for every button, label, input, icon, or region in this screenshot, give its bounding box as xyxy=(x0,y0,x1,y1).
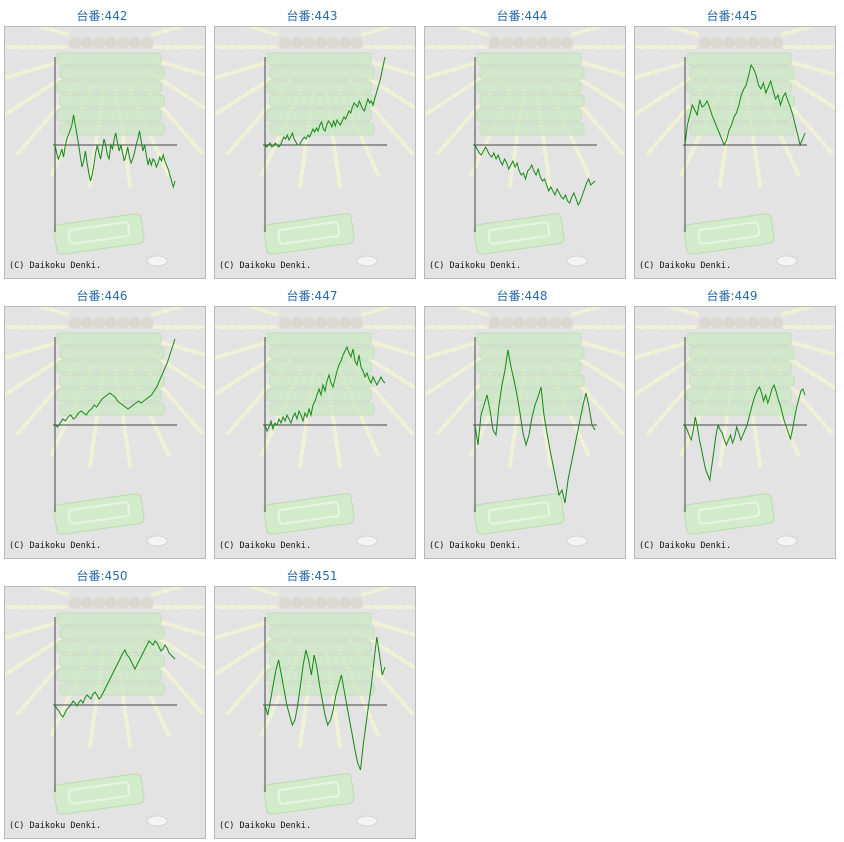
machine-card: 台番:449 (C) Daikoku Denki. xyxy=(630,284,836,559)
copyright-text: (C) Daikoku Denki. xyxy=(639,261,732,271)
slump-graph xyxy=(5,27,205,267)
machine-graph-panel[interactable]: (C) Daikoku Denki. xyxy=(4,306,206,559)
machine-card: 台番:444 (C) Daikoku Denki. xyxy=(420,4,626,279)
graph-line xyxy=(264,345,386,433)
copyright-text: (C) Daikoku Denki. xyxy=(429,541,522,551)
graph-line xyxy=(54,640,176,718)
machine-number-link[interactable]: 台番:451 xyxy=(286,569,338,583)
background-decoration xyxy=(425,27,625,267)
machine-number-link[interactable]: 台番:446 xyxy=(76,289,128,303)
slump-graph xyxy=(635,27,835,267)
graph-line xyxy=(684,63,806,147)
slump-graph xyxy=(425,27,625,267)
machine-card: 台番:448 (C) Daikoku Denki. xyxy=(420,284,626,559)
machine-graph-panel[interactable]: (C) Daikoku Denki. xyxy=(634,26,836,279)
machine-number-link[interactable]: 台番:445 xyxy=(706,9,758,23)
background-decoration xyxy=(215,587,415,827)
slump-graph xyxy=(5,307,205,547)
copyright-text: (C) Daikoku Denki. xyxy=(219,541,312,551)
slump-graph xyxy=(425,307,625,547)
machine-graph-panel[interactable]: (C) Daikoku Denki. xyxy=(424,306,626,559)
graph-line xyxy=(474,349,596,504)
slump-graph xyxy=(215,587,415,827)
machine-number-link[interactable]: 台番:442 xyxy=(76,9,128,23)
machine-graph-panel[interactable]: (C) Daikoku Denki. xyxy=(424,26,626,279)
machine-graph-panel[interactable]: (C) Daikoku Denki. xyxy=(214,586,416,839)
slump-graph xyxy=(635,307,835,547)
copyright-text: (C) Daikoku Denki. xyxy=(9,821,102,831)
graph-line xyxy=(264,636,386,771)
copyright-text: (C) Daikoku Denki. xyxy=(429,261,522,271)
machine-number-link[interactable]: 台番:449 xyxy=(706,289,758,303)
slump-graph xyxy=(5,587,205,827)
background-decoration xyxy=(5,587,205,827)
copyright-text: (C) Daikoku Denki. xyxy=(639,541,732,551)
machine-card: 台番:447 (C) Daikoku Denki. xyxy=(210,284,416,559)
graph-line xyxy=(264,56,386,148)
background-decoration xyxy=(5,307,205,547)
machine-graph-panel[interactable]: (C) Daikoku Denki. xyxy=(4,586,206,839)
graph-line xyxy=(54,338,176,428)
graph-line xyxy=(684,383,806,482)
background-decoration xyxy=(635,27,835,267)
copyright-text: (C) Daikoku Denki. xyxy=(9,541,102,551)
graph-line xyxy=(474,144,596,207)
slump-graph xyxy=(215,307,415,547)
machine-number-link[interactable]: 台番:443 xyxy=(286,9,338,23)
machine-card: 台番:451 (C) Daikoku Denki. xyxy=(210,564,416,839)
machine-number-link[interactable]: 台番:447 xyxy=(286,289,338,303)
slump-graph xyxy=(215,27,415,267)
background-decoration xyxy=(215,27,415,267)
copyright-text: (C) Daikoku Denki. xyxy=(219,821,312,831)
background-decoration xyxy=(635,307,835,547)
machine-graph-panel[interactable]: (C) Daikoku Denki. xyxy=(634,306,836,559)
machine-card: 台番:450 (C) Daikoku Denki. xyxy=(0,564,206,839)
background-decoration xyxy=(5,27,205,267)
machine-card: 台番:445 (C) Daikoku Denki. xyxy=(630,4,836,279)
machine-card: 台番:446 (C) Daikoku Denki. xyxy=(0,284,206,559)
copyright-text: (C) Daikoku Denki. xyxy=(219,261,312,271)
machine-graph-panel[interactable]: (C) Daikoku Denki. xyxy=(4,26,206,279)
machine-number-link[interactable]: 台番:444 xyxy=(496,9,548,23)
copyright-text: (C) Daikoku Denki. xyxy=(9,261,102,271)
machine-graph-panel[interactable]: (C) Daikoku Denki. xyxy=(214,26,416,279)
machine-number-link[interactable]: 台番:450 xyxy=(76,569,128,583)
machine-card: 台番:443 (C) Daikoku Denki. xyxy=(210,4,416,279)
graph-line xyxy=(54,114,176,189)
background-decoration xyxy=(215,307,415,547)
background-decoration xyxy=(425,307,625,547)
machine-card: 台番:442 (C) Daikoku Denki. xyxy=(0,4,206,279)
machine-graph-panel[interactable]: (C) Daikoku Denki. xyxy=(214,306,416,559)
machine-number-link[interactable]: 台番:448 xyxy=(496,289,548,303)
